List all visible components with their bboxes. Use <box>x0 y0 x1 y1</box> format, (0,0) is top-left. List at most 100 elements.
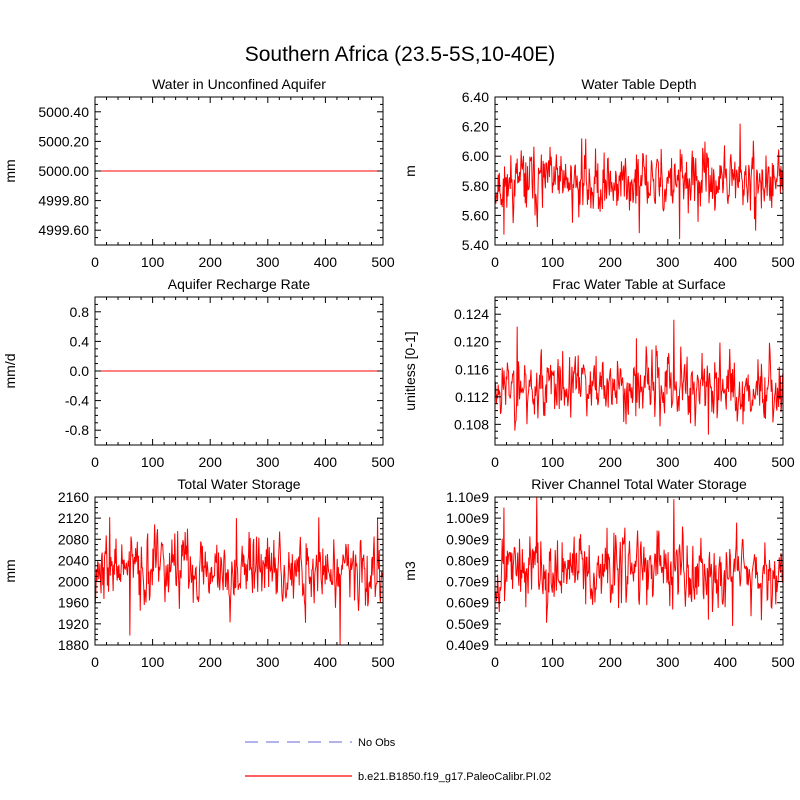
x-tick-label: 400 <box>714 654 738 670</box>
panel-title: River Channel Total Water Storage <box>531 476 747 492</box>
x-tick-label: 300 <box>656 454 680 470</box>
y-tick-label: 5000.20 <box>38 133 89 149</box>
x-tick-label: 0 <box>91 254 99 270</box>
panel-title: Frac Water Table at Surface <box>552 276 726 292</box>
y-tick-label: 0.90e9 <box>446 531 489 547</box>
x-tick-label: 500 <box>771 254 795 270</box>
y-tick-label: 1920 <box>58 616 89 632</box>
y-tick-label: 2040 <box>58 552 89 568</box>
y-tick-label: 0.0 <box>70 363 90 379</box>
x-tick-label: 200 <box>599 254 623 270</box>
y-tick-label: 2000 <box>58 574 89 590</box>
x-tick-label: 400 <box>314 454 338 470</box>
x-tick-label: 200 <box>599 454 623 470</box>
x-tick-label: 300 <box>256 454 280 470</box>
y-axis-label: mm <box>2 159 18 182</box>
x-tick-label: 300 <box>256 654 280 670</box>
panel-title: Aquifer Recharge Rate <box>168 276 311 292</box>
y-tick-label: 2080 <box>58 531 89 547</box>
y-tick-label: 1960 <box>58 595 89 611</box>
panel-water-table-depth: Water Table Depth 0 100 200 300 400 500 5.40 5.6… <box>402 76 795 270</box>
panel-aquifer-recharge-rate: Aquifer Recharge Rate 0 100 200 300 400 500 -0.… <box>2 276 395 470</box>
y-tick-label: 6.20 <box>462 119 489 135</box>
y-tick-label: 0.108 <box>454 416 489 432</box>
y-tick-label: 0.40e9 <box>446 637 489 653</box>
x-tick-label: 300 <box>656 654 680 670</box>
series-line <box>494 319 784 435</box>
y-tick-label: 2160 <box>58 489 89 505</box>
series-line <box>494 496 784 626</box>
x-tick-label: 100 <box>541 454 565 470</box>
panel-frac-water-table-surface: Frac Water Table at Surface 0 100 200 300 400… <box>402 276 795 470</box>
x-tick-label: 500 <box>771 454 795 470</box>
y-axis-label: unitless [0-1] <box>402 331 418 410</box>
x-tick-label: 300 <box>256 254 280 270</box>
y-tick-label: 1.10e9 <box>446 489 489 505</box>
y-tick-label: 1880 <box>58 637 89 653</box>
x-tick-label: 500 <box>771 654 795 670</box>
y-tick-label: 5.80 <box>462 178 489 194</box>
y-tick-label: 0.50e9 <box>446 616 489 632</box>
x-tick-label: 100 <box>141 454 165 470</box>
y-tick-label: 5000.40 <box>38 104 89 120</box>
panels: Water in Unconfined Aquifer 0 100 200 300 400… <box>2 76 795 670</box>
y-tick-label: 0.120 <box>454 334 489 350</box>
x-tick-label: 0 <box>91 654 99 670</box>
x-tick-label: 0 <box>491 654 499 670</box>
y-tick-label: 4999.60 <box>38 222 89 238</box>
y-tick-label: 0.112 <box>455 389 489 405</box>
figure-title: Southern Africa (23.5-5S,10-40E) <box>245 43 556 66</box>
panel-river-channel-total-water-storage: River Channel Total Water Storage 0 100 200… <box>402 476 795 670</box>
y-tick-label: 2120 <box>58 510 89 526</box>
y-tick-label: 5.40 <box>462 237 489 253</box>
x-tick-label: 0 <box>491 454 499 470</box>
y-tick-label: 5000.00 <box>38 163 89 179</box>
legend-obs-label: No Obs <box>358 737 396 749</box>
y-tick-label: 5.60 <box>462 207 489 223</box>
y-tick-label: -0.8 <box>65 422 89 438</box>
panel-title: Total Water Storage <box>177 476 300 492</box>
x-tick-label: 100 <box>141 654 165 670</box>
x-tick-label: 200 <box>599 654 623 670</box>
x-tick-label: 0 <box>91 454 99 470</box>
x-tick-label: 0 <box>491 254 499 270</box>
series-line <box>94 517 384 646</box>
plot-frame <box>494 296 784 446</box>
x-tick-label: 200 <box>199 454 223 470</box>
panel-water-unconfined-aquifer: Water in Unconfined Aquifer 0 100 200 300 400… <box>2 76 395 270</box>
y-tick-label: 0.4 <box>70 333 90 349</box>
x-tick-label: 500 <box>371 454 395 470</box>
x-tick-label: 500 <box>371 254 395 270</box>
y-tick-label: 0.116 <box>455 361 489 377</box>
x-tick-label: 400 <box>714 454 738 470</box>
panel-total-water-storage: Total Water Storage 0 100 200 300 400 500 1880 1… <box>2 476 395 670</box>
x-tick-label: 200 <box>199 254 223 270</box>
y-tick-label: 0.8 <box>70 304 90 320</box>
x-tick-label: 400 <box>714 254 738 270</box>
y-tick-label: 1.00e9 <box>446 510 489 526</box>
y-tick-label: -0.4 <box>65 393 89 409</box>
y-axis-label: m <box>402 165 418 177</box>
y-tick-label: 0.60e9 <box>446 595 489 611</box>
y-axis-label: mm <box>2 559 18 582</box>
y-axis-label: mm/d <box>2 354 18 389</box>
legend: No Obs b.e21.B1850.f19_g17.PaleoCalibr.P… <box>245 737 551 783</box>
panel-title: Water Table Depth <box>581 76 696 92</box>
panel-title: Water in Unconfined Aquifer <box>152 76 326 92</box>
y-tick-label: 0.80e9 <box>446 552 489 568</box>
legend-model-label: b.e21.B1850.f19_g17.PaleoCalibr.PI.02 <box>358 771 551 783</box>
y-axis-label: m3 <box>402 561 418 581</box>
x-tick-label: 100 <box>541 254 565 270</box>
y-tick-label: 0.124 <box>454 306 489 322</box>
y-tick-label: 4999.80 <box>38 193 89 209</box>
x-tick-label: 100 <box>141 254 165 270</box>
series-line <box>494 123 784 240</box>
x-tick-label: 400 <box>314 654 338 670</box>
x-tick-label: 100 <box>541 654 565 670</box>
y-tick-label: 0.70e9 <box>446 574 489 590</box>
x-tick-label: 300 <box>656 254 680 270</box>
y-tick-label: 6.40 <box>462 89 489 105</box>
x-tick-label: 500 <box>371 654 395 670</box>
x-tick-label: 200 <box>199 654 223 670</box>
